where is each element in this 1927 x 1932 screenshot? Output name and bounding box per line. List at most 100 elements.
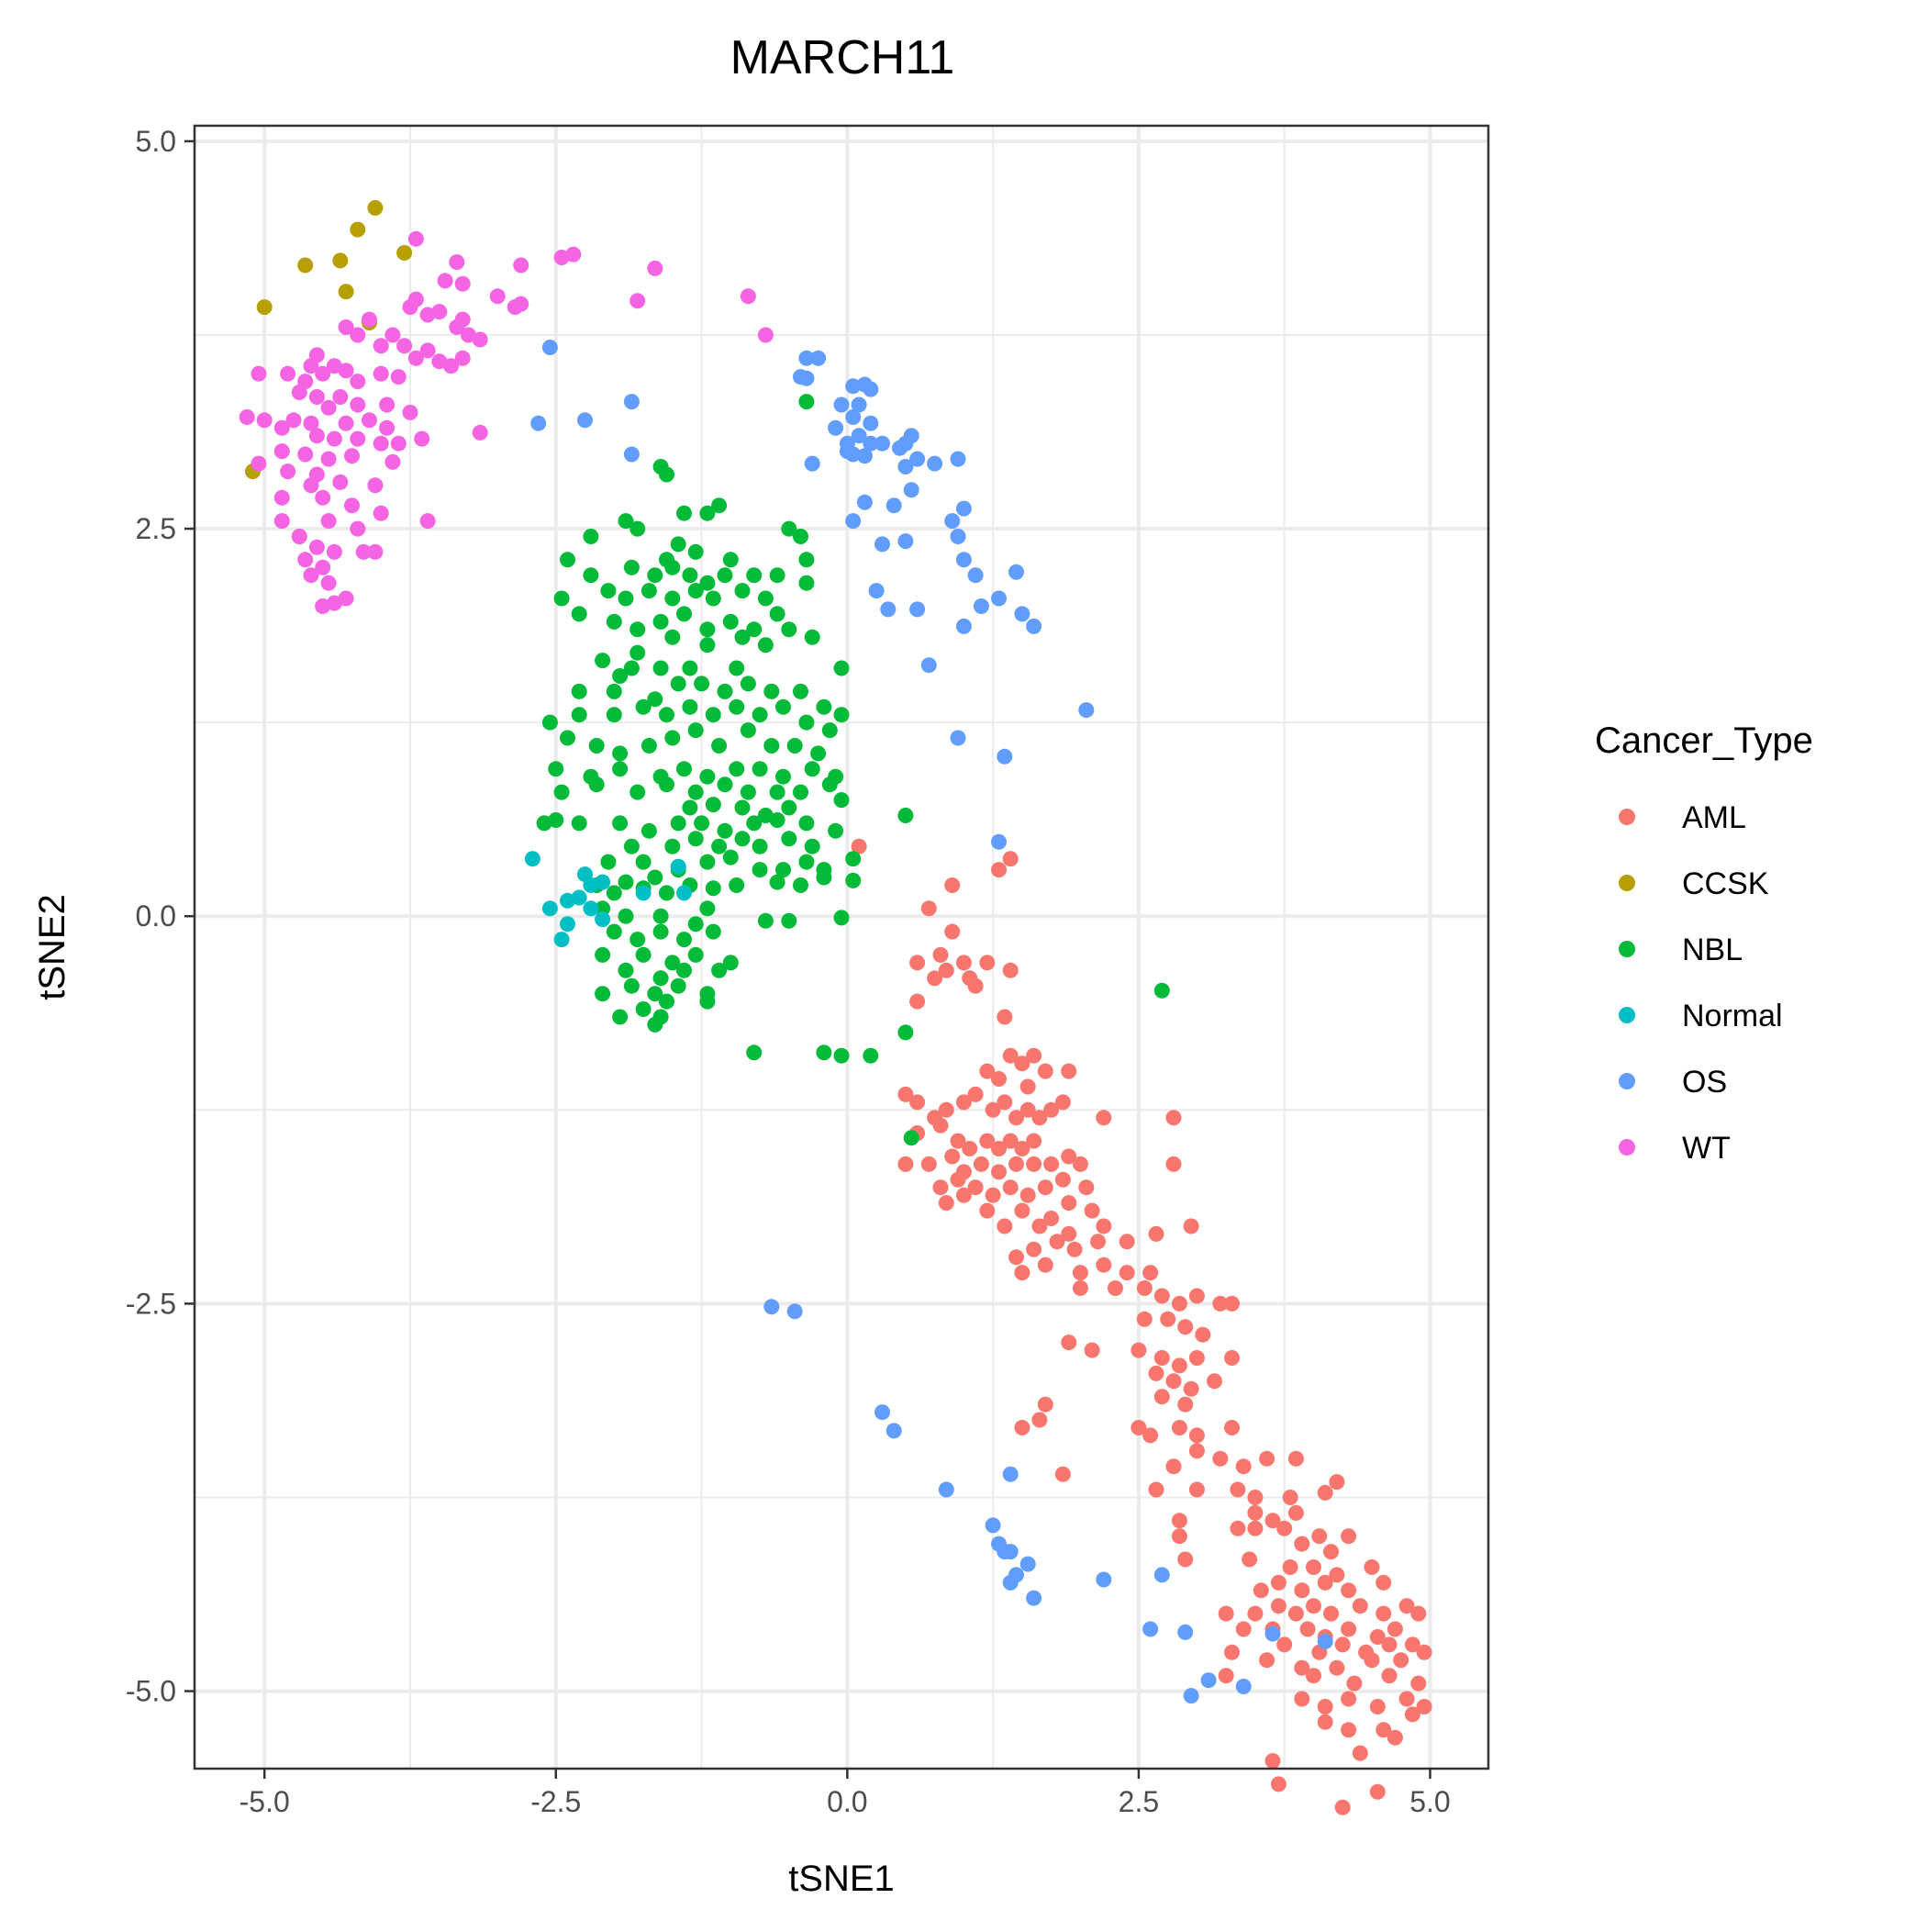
point-nbl — [786, 738, 803, 754]
point-aml — [1142, 1427, 1159, 1444]
point-nbl — [746, 621, 763, 638]
point-wt — [367, 477, 384, 494]
point-nbl — [647, 691, 663, 708]
point-nbl — [752, 707, 768, 723]
point-aml — [1019, 1101, 1036, 1118]
point-nbl — [816, 869, 832, 886]
point-aml — [1253, 1582, 1269, 1599]
point-os — [863, 415, 879, 431]
chart-title: MARCH11 — [730, 31, 955, 84]
point-nbl — [652, 908, 669, 924]
point-aml — [1131, 1342, 1147, 1358]
point-wt — [553, 250, 570, 265]
point-nbl — [863, 1047, 879, 1064]
point-nbl — [793, 683, 808, 699]
point-aml — [1264, 1513, 1281, 1529]
legend: Cancer_Type AML CCSK NBL Normal OS WT — [1595, 720, 1813, 1166]
point-os — [886, 1423, 902, 1439]
point-aml — [1054, 1466, 1071, 1482]
point-aml — [1031, 1412, 1048, 1428]
point-aml — [1270, 1598, 1287, 1614]
point-nbl — [729, 761, 745, 777]
point-aml — [909, 1094, 926, 1111]
point-os — [967, 567, 984, 584]
point-aml — [1242, 1551, 1258, 1568]
point-aml — [1096, 1218, 1112, 1234]
point-aml — [1061, 1195, 1077, 1212]
point-normal — [676, 885, 692, 901]
point-aml — [955, 1187, 972, 1203]
point-nbl — [629, 644, 646, 661]
point-normal — [635, 885, 652, 901]
point-os — [1002, 1574, 1019, 1591]
point-nbl — [623, 559, 640, 575]
point-aml — [1398, 1598, 1415, 1614]
point-nbl — [629, 932, 646, 948]
point-nbl — [781, 799, 797, 816]
point-nbl — [804, 761, 820, 777]
point-aml — [1165, 1156, 1182, 1172]
point-wt — [273, 513, 290, 530]
point-wt — [251, 365, 267, 382]
point-nbl — [729, 660, 745, 676]
point-nbl — [687, 722, 704, 739]
point-aml — [1136, 1311, 1153, 1327]
point-os — [577, 412, 593, 429]
point-os — [1142, 1621, 1159, 1637]
point-aml — [1153, 1389, 1170, 1405]
point-os — [920, 657, 937, 674]
point-nbl — [687, 784, 704, 800]
point-nbl — [705, 797, 721, 813]
point-aml — [1381, 1636, 1398, 1653]
point-nbl — [659, 993, 674, 1010]
point-nbl — [798, 854, 815, 870]
point-nbl — [682, 660, 698, 676]
point-nbl — [618, 962, 634, 978]
point-wt — [297, 446, 314, 463]
point-nbl — [734, 629, 751, 645]
point-nbl — [600, 854, 617, 870]
series-normal — [524, 851, 692, 948]
point-nbl — [746, 815, 763, 832]
point-os — [991, 833, 1007, 850]
point-nbl — [635, 854, 652, 870]
legend-title: Cancer_Type — [1595, 720, 1813, 761]
point-aml — [1043, 1211, 1060, 1226]
point-normal — [583, 900, 599, 917]
point-aml — [1054, 1094, 1071, 1111]
point-normal — [524, 851, 540, 867]
point-nbl — [647, 869, 663, 886]
point-os — [1008, 564, 1024, 580]
point-nbl — [757, 912, 774, 929]
point-wt — [303, 567, 319, 584]
point-aml — [967, 977, 984, 994]
point-aml — [909, 993, 926, 1010]
point-wt — [407, 230, 424, 247]
point-os — [950, 529, 966, 544]
point-wt — [315, 559, 331, 575]
point-nbl — [699, 993, 716, 1010]
x-axis: -5.0 -2.5 0.0 2.5 5.0 — [239, 1769, 1451, 1818]
point-aml — [1341, 1582, 1357, 1599]
series-os — [530, 340, 1333, 1704]
point-os — [880, 601, 897, 618]
legend-key-nbl — [1619, 941, 1635, 957]
point-aml — [1352, 1598, 1368, 1614]
point-aml — [979, 1133, 996, 1149]
point-ccsk — [338, 284, 354, 300]
point-aml — [1171, 1357, 1187, 1374]
point-aml — [1119, 1234, 1135, 1250]
point-aml — [1294, 1582, 1310, 1599]
point-aml — [1188, 1350, 1205, 1366]
point-os — [1177, 1624, 1194, 1640]
point-nbl — [699, 575, 716, 591]
point-aml — [1037, 1063, 1053, 1079]
point-os — [944, 513, 961, 530]
point-nbl — [618, 590, 634, 607]
point-aml — [1183, 1380, 1199, 1397]
point-aml — [1165, 1373, 1182, 1390]
point-nbl — [623, 660, 640, 676]
point-aml — [973, 1156, 989, 1172]
